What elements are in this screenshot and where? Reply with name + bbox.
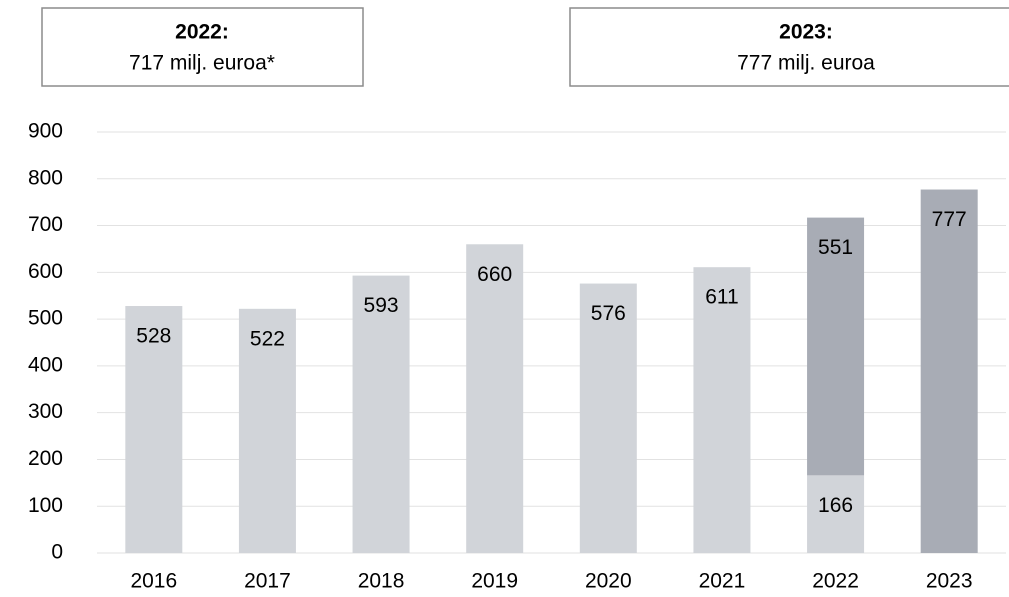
x-tick-label: 2019 [471,570,518,593]
y-tick-label: 600 [28,260,63,283]
bar-segment [125,306,183,553]
bar-segment [238,308,296,553]
bar-segment [807,217,865,476]
annotation-box [41,7,364,87]
annotation-title: 2023: [779,21,833,44]
bar-segment [807,475,865,553]
data-label: 522 [250,327,285,350]
data-label: 777 [932,208,967,231]
bar-segment [352,275,410,553]
data-label: 551 [818,236,853,259]
data-label: 528 [136,325,171,348]
x-tick-label: 2021 [699,570,746,593]
y-tick-label: 400 [28,353,63,376]
data-label: 166 [818,494,853,517]
x-tick-label: 2023 [926,570,973,593]
y-tick-label: 200 [28,447,63,470]
x-tick-label: 2017 [244,570,291,593]
x-tick-label: 2020 [585,570,632,593]
annotation-title: 2022: [175,21,229,44]
data-label: 660 [477,263,512,286]
x-tick-label: 2018 [358,570,405,593]
annotation-text: 777 milj. euroa [737,52,875,75]
data-label: 576 [591,302,626,325]
data-label: 611 [705,286,738,309]
y-tick-label: 100 [28,494,63,517]
y-tick-label: 0 [51,541,63,564]
annotation-box [569,7,1009,87]
bar-segment [693,267,751,553]
y-tick-label: 300 [28,400,63,423]
annotation-text: 717 milj. euroa* [129,52,275,75]
bar-segment [466,244,524,553]
y-tick-label: 900 [28,120,63,143]
x-tick-label: 2016 [130,570,177,593]
y-tick-label: 700 [28,213,63,236]
bar-segment [579,283,637,553]
x-tick-label: 2022 [812,570,859,593]
y-tick-label: 500 [28,307,63,330]
y-tick-label: 800 [28,166,63,189]
data-label: 593 [364,294,399,317]
bar-segment [920,189,978,553]
